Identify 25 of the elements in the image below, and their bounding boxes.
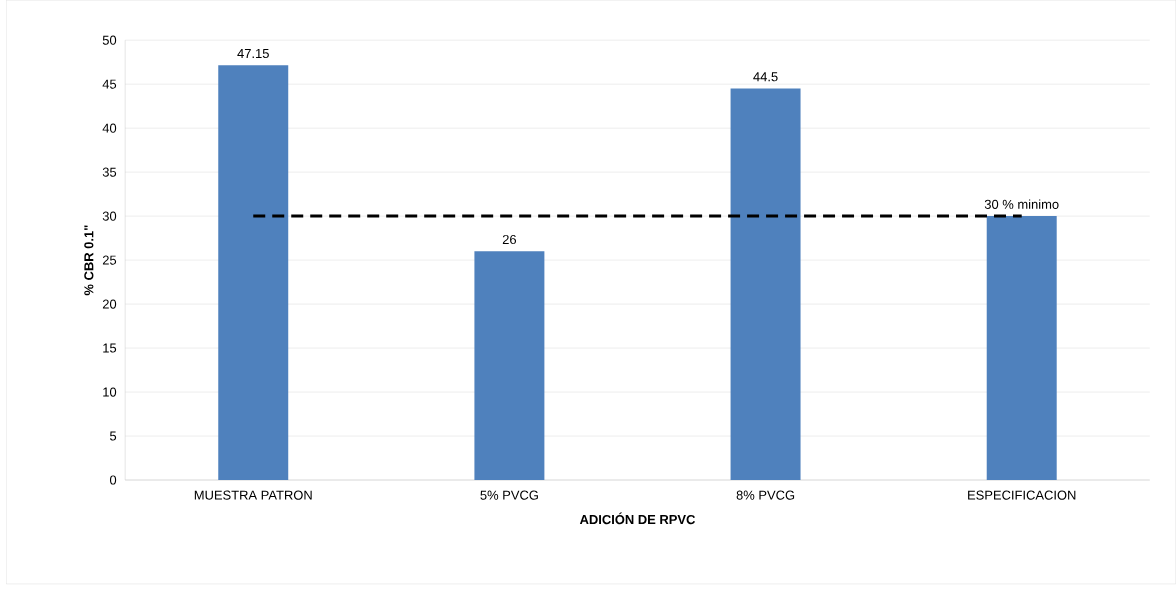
y-tick-label: 15: [103, 343, 117, 353]
y-tick-label: 10: [103, 387, 117, 397]
y-tick-label: 5: [109, 431, 117, 441]
bar: [730, 88, 801, 480]
data-label: 44.5: [753, 72, 778, 82]
x-tick-label: MUESTRA PATRON: [194, 490, 312, 500]
bar: [218, 65, 289, 480]
y-tick-label: 0: [109, 475, 117, 485]
data-label: 30 % minimo: [984, 199, 1059, 209]
y-axis-title: % CBR 0.1": [84, 225, 94, 296]
data-label: 26: [502, 234, 517, 245]
y-tick-label: 30: [102, 211, 117, 221]
x-tick-label: 5% PVCG: [480, 490, 538, 500]
y-tick-label: 45: [102, 79, 117, 89]
y-tick-label: 40: [102, 123, 117, 133]
y-tick-label: 35: [102, 167, 117, 177]
bar: [474, 251, 545, 480]
x-tick-label: 8% PVCG: [736, 490, 795, 500]
x-axis-title: ADICIÓN DE RPVC: [579, 512, 696, 525]
y-tick-label: 50: [102, 35, 117, 45]
y-tick-label: 25: [102, 255, 117, 265]
x-tick-label: ESPECIFICACION: [968, 490, 1076, 500]
data-label: 47.15: [237, 48, 269, 58]
y-tick-label: 20: [102, 299, 117, 309]
bar: [986, 216, 1057, 480]
